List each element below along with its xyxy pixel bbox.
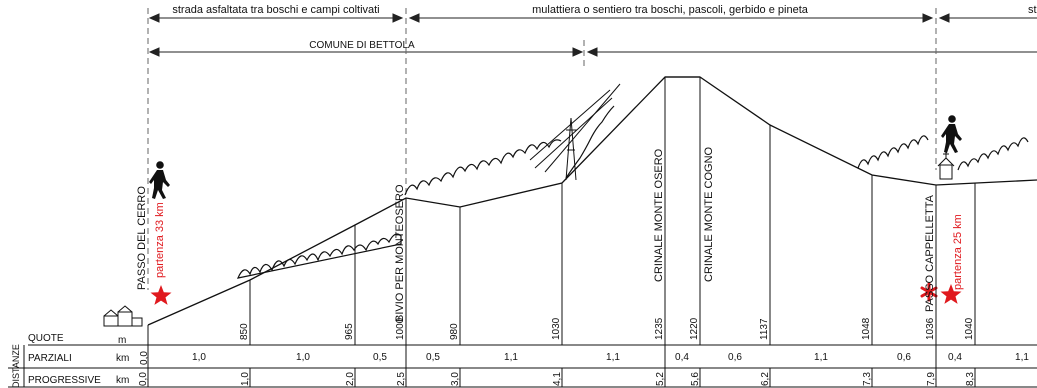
segment-label-trail: mulattiera o sentiero tra boschi, pascol… — [532, 4, 809, 16]
progressive-value: 5,6 — [690, 372, 701, 386]
star-icon — [940, 284, 962, 304]
quote-label: QUOTE — [28, 333, 64, 344]
quote-value: 965 — [344, 323, 355, 340]
progressive-value: 2,0 — [345, 372, 356, 386]
parziali-value: 0,4 — [675, 352, 689, 363]
segment-label-next: st — [1028, 4, 1037, 16]
parziali-value: 1,1 — [1015, 352, 1029, 363]
progressive-value: 1,0 — [240, 372, 251, 386]
parziali-value: 1,0 — [192, 352, 206, 363]
segment-arrows — [148, 13, 1037, 57]
village-icon — [103, 305, 143, 327]
terrain-profile-line — [147, 76, 1037, 326]
distanze-label: DISTANZE — [11, 344, 21, 388]
waypoint-crinale-monte-cogno: CRINALE MONTE COGNO — [703, 146, 715, 282]
progressive-value: 5,2 — [655, 372, 666, 386]
quote-value: 1220 — [689, 317, 700, 340]
asterisk-icon — [920, 282, 938, 302]
hiker-icon — [941, 115, 962, 153]
quote-value: 1048 — [861, 317, 872, 340]
star-icon — [150, 285, 172, 305]
hiker-icon — [149, 161, 170, 199]
pylon-icon — [529, 83, 621, 181]
quote-value: 1030 — [551, 317, 562, 340]
parziali-value: 1,1 — [504, 352, 518, 363]
progressive-value: 3,0 — [450, 372, 461, 386]
quote-value: 1040 — [964, 317, 975, 340]
segment-label-road: strada asfaltata tra boschi e campi colt… — [172, 4, 379, 16]
waypoint-passo-cappelletta-note: partenza 25 km — [952, 214, 964, 290]
distance-table — [8, 325, 1037, 388]
quote-value: 1235 — [654, 317, 665, 340]
municipality-label: COMUNE DI BETTOLA — [309, 40, 415, 51]
chapel-icon — [937, 151, 955, 180]
progressive-value: 6,2 — [760, 372, 771, 386]
parziali-value: 1,1 — [814, 352, 828, 363]
dashed-guides — [147, 8, 937, 290]
parziali-value: 0,0 — [139, 351, 150, 365]
parziali-value: 0,6 — [728, 352, 742, 363]
parziali-unit: km — [116, 353, 129, 364]
quote-lines — [249, 77, 976, 345]
quote-value: 1036 — [925, 317, 936, 340]
waypoint-bivio-monteosero: BIVIO PER MONTEOSERO — [394, 184, 406, 322]
quote-value: 980 — [449, 323, 460, 340]
trees-icon — [236, 105, 1029, 279]
progressive-unit: km — [116, 375, 129, 386]
waypoint-passo-cappelletta: PASSO CAPPELLETTA — [924, 194, 936, 312]
waypoint-passo-del-cerro: PASSO DEL CERRO — [136, 186, 148, 290]
parziali-value: 0,5 — [426, 352, 440, 363]
progressive-value: 7,3 — [862, 372, 873, 386]
progressive-value: 2,5 — [396, 372, 407, 386]
quote-value: 1137 — [759, 318, 770, 340]
waypoint-crinale-monte-osero: CRINALE MONTE OSERO — [653, 148, 665, 282]
progressive-value: 8,3 — [965, 372, 976, 386]
quote-unit: m — [118, 335, 126, 346]
parziali-value: 0,5 — [373, 352, 387, 363]
progressive-value: 0,0 — [138, 372, 149, 386]
progressive-value: 7,9 — [926, 372, 937, 386]
progressive-label: PROGRESSIVE — [28, 375, 101, 386]
parziali-label: PARZIALI — [28, 353, 72, 364]
progressive-value: 4,1 — [552, 372, 563, 386]
parziali-value: 1,1 — [606, 352, 620, 363]
waypoint-passo-del-cerro-note: partenza 33 km — [154, 202, 166, 278]
parziali-value: 0,6 — [897, 352, 911, 363]
quote-value: 1000 — [395, 317, 406, 340]
parziali-value: 0,4 — [948, 352, 962, 363]
quote-value: 850 — [239, 323, 250, 340]
parziali-value: 1,0 — [296, 352, 310, 363]
